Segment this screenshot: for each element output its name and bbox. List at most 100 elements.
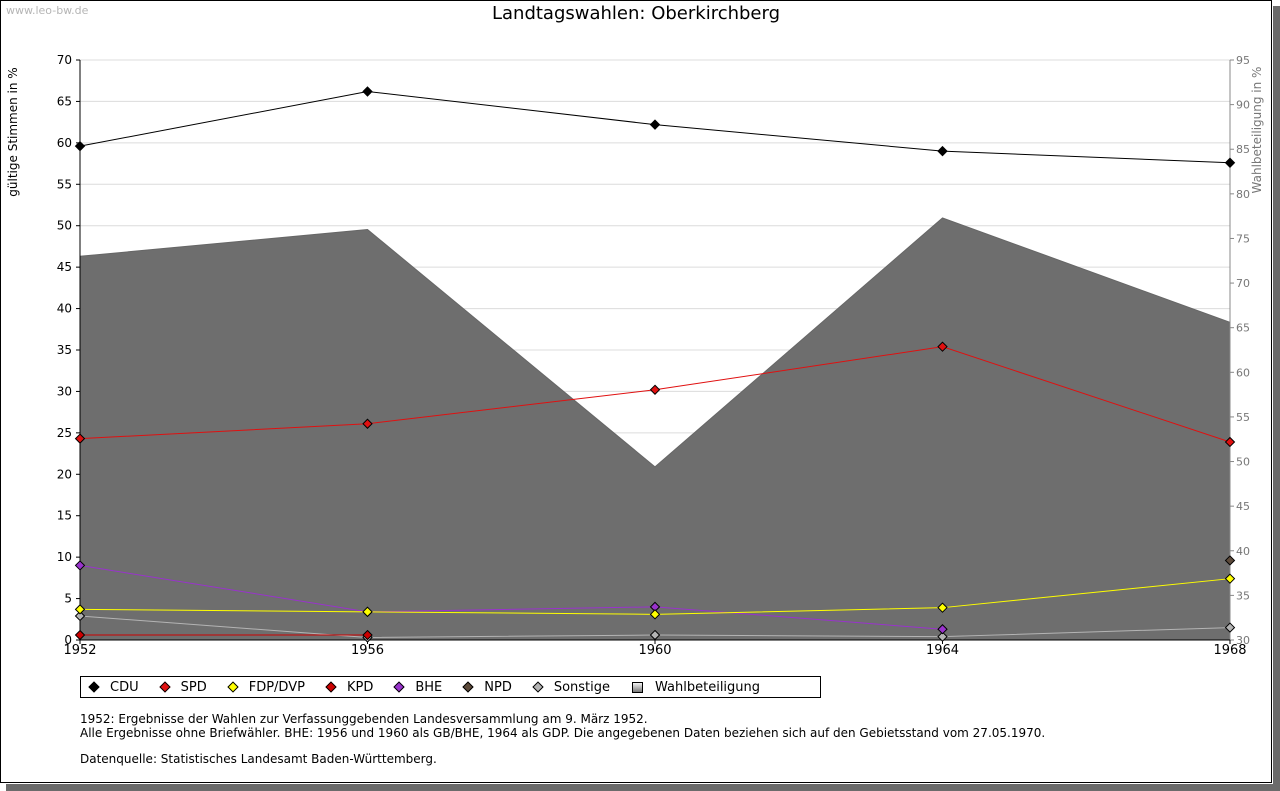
y-tick-label: 30 [57,384,72,398]
x-tick-label: 1964 [926,643,959,658]
series-lines [74,86,1236,643]
legend-item: CDU [88,679,139,695]
legend-label: KPD [346,679,374,695]
y2-tick-label: 90 [1236,99,1250,112]
marker-cdu [937,145,948,157]
marker-cdu [74,140,86,152]
y-tick-label: 0 [64,633,72,647]
legend-item: NPD [462,679,512,695]
marker-sonstige [649,629,661,641]
y-tick-label: 70 [57,53,72,67]
y-tick-label: 55 [57,177,72,191]
chart-notes: 1952: Ergebnisse der Wahlen zur Verfassu… [80,712,1045,766]
legend-swatch [462,681,474,693]
legend-swatch [632,681,644,693]
y-tick-label: 10 [57,550,72,564]
turnout-line [79,217,1231,468]
y2-tick-label: 95 [1236,54,1250,67]
legend-label: CDU [110,679,139,695]
frame-shadow-right [1273,6,1280,791]
y-axis-title: gültige Stimmen in % [6,67,20,196]
watermark: www.leo-bw.de [6,4,89,17]
legend-item: Wahlbeteiligung [632,680,760,695]
y2-tick-label: 30 [1236,634,1250,647]
turnout-area-fill [80,217,1230,640]
frame-shadow-bottom [6,784,1280,791]
marker-cdu [649,119,661,130]
legend-swatch [325,681,337,693]
y-tick-label: 35 [57,343,72,357]
y2-tick-label: 75 [1236,232,1250,245]
marker-spd [649,384,661,395]
y2-axis-title: Wahlbeteiligung in % [1250,67,1264,194]
legend-label: SPD [180,679,207,695]
marker-kpd [362,629,373,641]
y-tick-label: 65 [57,94,72,108]
marker-sonstige [74,610,86,622]
marker-fdp-dvp [649,609,661,620]
marker-fdp-dvp [74,604,86,615]
data-source: Datenquelle: Statistisches Landesamt Bad… [80,752,437,766]
marker-spd [937,341,948,352]
legend-item: FDP/DVP [227,679,305,695]
note-line-1: 1952: Ergebnisse der Wahlen zur Verfassu… [80,712,648,726]
marker-fdp-dvp [362,606,373,618]
legend-label: BHE [415,679,443,695]
y-tick-label: 5 [64,592,72,606]
marker-sonstige [937,631,948,642]
legend-swatch [532,681,544,693]
y-tick-label: 20 [57,467,72,481]
marker-bhe [74,560,86,571]
chart-title: Landtagswahlen: Oberkirchberg [491,3,781,24]
legend-item: Sonstige [532,679,611,695]
y2-tick-label: 70 [1236,277,1250,290]
y-tick-label: 15 [57,509,72,523]
marker-fdp-dvp [1224,573,1236,584]
marker-fdp-dvp [937,602,948,613]
marker-sonstige [1224,622,1236,633]
marker-cdu [1224,157,1236,168]
y2-tick-label: 35 [1236,589,1250,602]
y-tick-label: 60 [57,136,72,150]
x-tick-label: 1968 [1213,643,1246,658]
legend-label: FDP/DVP [248,679,305,695]
x-tick-label: 1960 [638,643,671,658]
y-tick-label: 25 [57,426,72,440]
y2-tick-label: 45 [1236,500,1250,513]
marker-spd [1224,436,1236,448]
legend-swatch [393,681,405,693]
legend-item: BHE [393,679,443,695]
x-tick-label: 1956 [351,643,384,658]
legend-label: Wahlbeteiligung [655,679,761,695]
legend-swatch [158,681,171,693]
x-tick-label: 1952 [63,643,96,658]
series-line-bhe [79,564,943,630]
marker-npd [1224,555,1236,566]
marker-spd [74,433,86,444]
y2-tick-label: 65 [1236,322,1250,335]
y2-tick-label: 50 [1236,456,1250,469]
y-tick-label: 45 [57,260,72,274]
y2-tick-label: 55 [1236,411,1250,424]
y-tick-label: 50 [57,219,72,233]
legend-item: KPD [325,679,374,695]
y2-tick-label: 40 [1236,545,1250,558]
turnout-area [79,217,1231,640]
axis-labels: 0 5 10 15 20 25 30 35 40 45 50 55 60 65 70 30 35 40 45 50 55… [6,53,1264,658]
legend-swatch [227,681,239,693]
y2-tick-label: 80 [1236,188,1250,201]
marker-cdu [362,86,373,97]
legend-label: NPD [484,679,512,695]
legend-swatch [88,681,100,693]
y2-tick-label: 60 [1236,366,1250,379]
y2-tick-label: 85 [1236,143,1250,156]
marker-kpd [74,629,86,641]
marker-bhe [937,624,948,635]
legend-item: SPD [158,679,207,695]
y-tick-label: 40 [57,302,72,316]
marker-spd [362,418,373,429]
note-line-2: Alle Ergebnisse ohne Briefwähler. BHE: 1… [80,726,1046,740]
legend: CDU SPD FDP/DVP KPD BHE NPD Sonstige Wahlbeteil… [80,676,821,698]
legend-label: Sonstige [553,679,611,695]
